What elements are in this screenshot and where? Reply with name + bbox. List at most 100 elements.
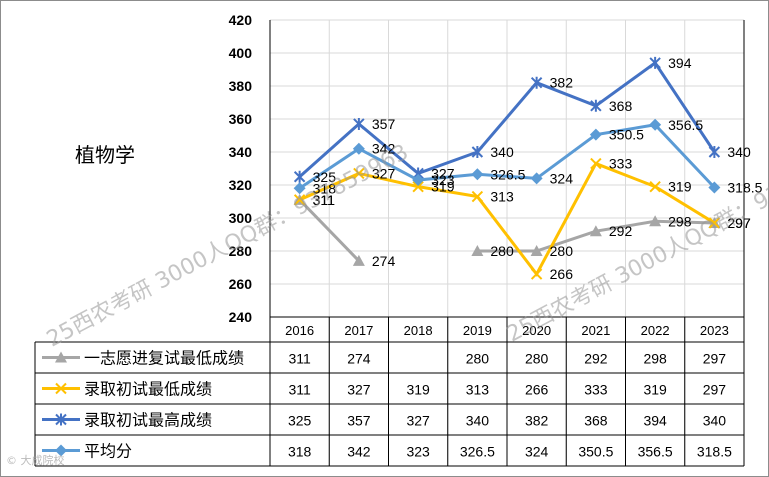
table-cell: 324 bbox=[525, 444, 549, 460]
table-cell: 298 bbox=[643, 351, 667, 367]
data-label: 318.5 bbox=[727, 179, 762, 195]
table-cell: 274 bbox=[347, 351, 371, 367]
data-label: 311 bbox=[313, 192, 336, 208]
table-cell: 311 bbox=[288, 351, 311, 367]
data-label: 280 bbox=[490, 243, 514, 259]
marker-diamond bbox=[293, 182, 306, 195]
x-tick-label: 2016 bbox=[285, 323, 314, 338]
logo-watermark: © 大成院校 bbox=[6, 454, 65, 467]
subject-title: 植物学 bbox=[75, 143, 135, 167]
marker-star bbox=[353, 117, 365, 130]
data-label: 357 bbox=[372, 116, 396, 132]
marker-diamond bbox=[471, 168, 484, 181]
x-tick-label: 2018 bbox=[404, 323, 433, 338]
table-cell: 326.5 bbox=[460, 444, 495, 460]
table-cell: 382 bbox=[525, 413, 549, 429]
marker-triangle bbox=[352, 254, 365, 266]
data-label: 266 bbox=[550, 266, 574, 282]
x-tick-label: 2023 bbox=[700, 323, 729, 338]
y-tick-label: 260 bbox=[229, 276, 253, 292]
table-cell: 394 bbox=[643, 413, 667, 429]
marker-star bbox=[590, 99, 602, 112]
data-label: 350.5 bbox=[609, 127, 644, 143]
data-label: 292 bbox=[609, 223, 633, 239]
y-tick-label: 380 bbox=[229, 78, 253, 94]
table-cell: 327 bbox=[347, 382, 371, 398]
table-cell: 357 bbox=[347, 413, 371, 429]
legend-label: 一志愿进复试最低成绩 bbox=[84, 349, 244, 368]
table-cell: 319 bbox=[406, 382, 430, 398]
marker-x bbox=[353, 167, 365, 180]
series-line bbox=[298, 198, 360, 262]
table-cell: 340 bbox=[466, 413, 490, 429]
x-tick-label: 2022 bbox=[641, 323, 670, 338]
table-cell: 356.5 bbox=[638, 444, 673, 460]
marker-star bbox=[649, 56, 661, 69]
table-cell: 319 bbox=[643, 382, 667, 398]
table-cell: 297 bbox=[703, 351, 727, 367]
y-tick-label: 240 bbox=[229, 309, 253, 325]
marker-star bbox=[293, 170, 306, 183]
data-label: 280 bbox=[550, 243, 574, 259]
x-tick-label: 2020 bbox=[522, 323, 551, 338]
data-label: 327 bbox=[372, 165, 396, 181]
table-cell: 368 bbox=[584, 413, 608, 429]
table-cell: 280 bbox=[466, 351, 490, 367]
table-cell: 327 bbox=[406, 413, 430, 429]
legend-label: 平均分 bbox=[84, 442, 132, 461]
table-cell: 266 bbox=[525, 382, 549, 398]
data-label: 327 bbox=[431, 165, 455, 181]
marker-x bbox=[708, 217, 721, 229]
marker-diamond bbox=[352, 142, 365, 155]
legend-label: 录取初试最高成绩 bbox=[84, 411, 212, 430]
marker-x bbox=[530, 268, 543, 280]
y-tick-label: 280 bbox=[229, 243, 253, 259]
data-label: 318 bbox=[313, 180, 337, 196]
data-label: 274 bbox=[372, 253, 396, 269]
y-tick-label: 300 bbox=[229, 210, 253, 226]
series-line bbox=[298, 60, 716, 178]
table-cell: 340 bbox=[703, 413, 727, 429]
x-tick-label: 2019 bbox=[463, 323, 492, 338]
series-line bbox=[298, 123, 716, 190]
data-label: 333 bbox=[609, 156, 633, 172]
marker-star bbox=[471, 146, 484, 158]
data-label: 340 bbox=[490, 144, 514, 160]
marker-diamond bbox=[708, 181, 721, 194]
data-label: 297 bbox=[727, 215, 751, 231]
data-label: 340 bbox=[727, 144, 751, 160]
y-tick-label: 400 bbox=[229, 45, 253, 61]
table-cell: 342 bbox=[347, 444, 371, 460]
data-label: 313 bbox=[490, 189, 514, 205]
series-lines bbox=[293, 56, 721, 280]
y-tick-label: 320 bbox=[229, 177, 253, 193]
table-cell: 297 bbox=[703, 382, 727, 398]
y-axis: 240 260 280 300 320 340 360 380 400 420 bbox=[229, 12, 253, 325]
marker-diamond bbox=[649, 118, 662, 131]
marker-triangle bbox=[55, 351, 67, 363]
marker-triangle bbox=[589, 225, 602, 237]
marker-x bbox=[649, 180, 661, 193]
table-cell: 280 bbox=[525, 351, 549, 367]
marker-triangle bbox=[471, 245, 484, 256]
table-cell: 350.5 bbox=[578, 444, 613, 460]
marker-x bbox=[590, 157, 602, 170]
marker-star bbox=[530, 76, 543, 89]
series-line bbox=[299, 161, 716, 277]
data-label: 324 bbox=[550, 170, 574, 186]
table-cell: 325 bbox=[288, 413, 312, 429]
marker-x bbox=[55, 382, 67, 395]
data-table: 2016 2017 2018 2019 2020 2021 2022 2023 一志愿进复试最低… bbox=[34, 316, 745, 467]
marker-star bbox=[55, 413, 67, 426]
data-label: 319 bbox=[431, 179, 455, 195]
marker-x bbox=[412, 180, 424, 193]
table-cell: 333 bbox=[584, 382, 608, 398]
marker-diamond bbox=[412, 174, 425, 187]
data-label: 298 bbox=[668, 213, 692, 229]
marker-triangle bbox=[530, 245, 543, 256]
marker-diamond bbox=[55, 444, 67, 457]
y-tick-label: 420 bbox=[229, 12, 253, 28]
y-tick-label: 340 bbox=[229, 144, 253, 160]
data-label: 326.5 bbox=[490, 166, 525, 182]
